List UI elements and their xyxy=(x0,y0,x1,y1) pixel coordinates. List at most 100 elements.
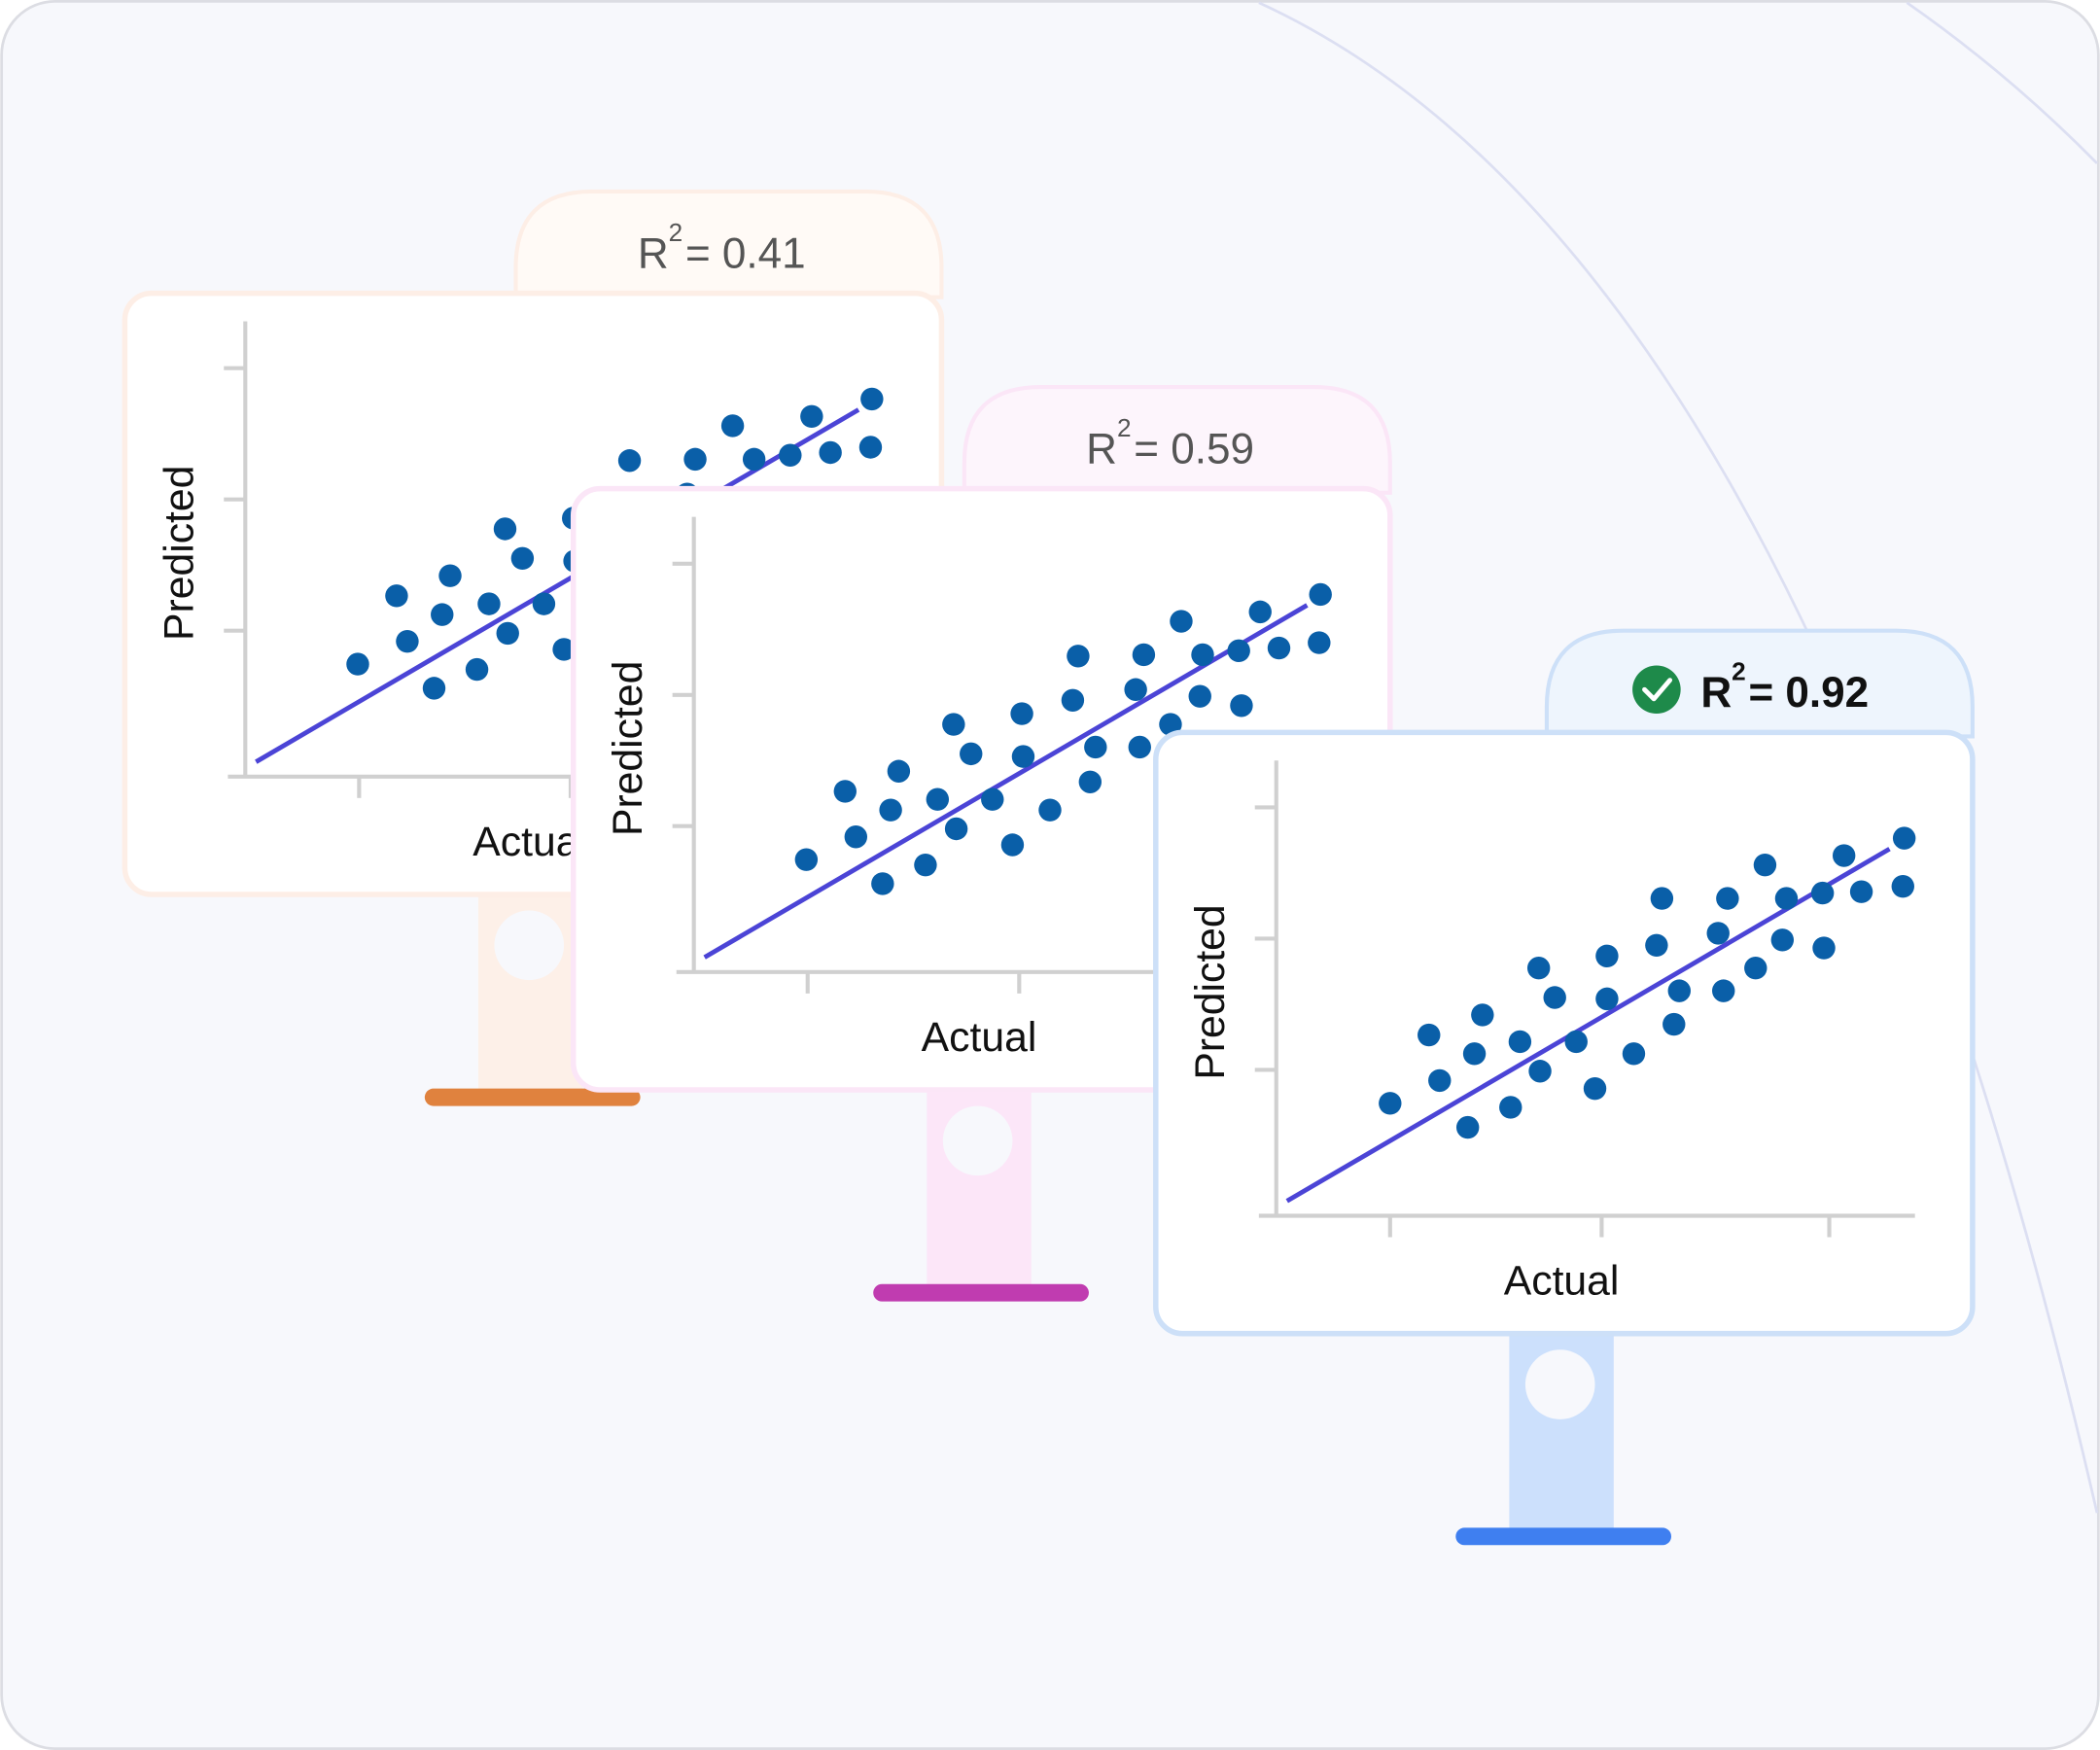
scatter-dot xyxy=(1564,1030,1588,1054)
r-exponent: 2 xyxy=(1117,413,1132,442)
scatter-dot xyxy=(1159,713,1182,736)
scatter-dot xyxy=(1078,770,1102,793)
scatter-dot xyxy=(1010,702,1033,725)
scatter-dot xyxy=(1462,1042,1487,1066)
scatter-dot xyxy=(1774,887,1799,910)
r-label: R xyxy=(1086,426,1117,473)
r-label: R xyxy=(638,229,669,277)
scatter-dot xyxy=(1471,1003,1494,1027)
scatter-dot xyxy=(858,436,883,459)
scatter-dot xyxy=(742,447,766,472)
scatter-dot xyxy=(1645,933,1668,958)
scatter-dot xyxy=(1508,1030,1532,1054)
scatter-dot xyxy=(1622,1042,1646,1066)
scatter-dot xyxy=(683,447,707,472)
scatter-dot xyxy=(431,603,454,626)
check-mark xyxy=(1642,678,1673,702)
stand-base xyxy=(873,1283,1089,1302)
scatter-dot xyxy=(510,546,535,570)
scatter-dot xyxy=(1595,944,1619,968)
r-label: R xyxy=(1700,669,1732,717)
scatter-dot xyxy=(1379,1092,1402,1115)
stand-hole xyxy=(1524,1349,1595,1419)
scatter-dot xyxy=(794,848,819,871)
scatter-dot xyxy=(1770,928,1795,952)
x-axis-label: Actual xyxy=(922,1014,1037,1061)
scatter-dot xyxy=(532,592,556,615)
scatter-dot xyxy=(1230,694,1253,718)
y-axis-label: Predicted xyxy=(157,466,203,641)
scatter-dot xyxy=(1188,684,1211,708)
r-squared: R2= 0.92 xyxy=(1700,657,1869,718)
scatter-dot xyxy=(438,564,462,587)
scatter-dot xyxy=(1849,880,1873,903)
scatter-dot xyxy=(1526,957,1551,980)
scatter-dot xyxy=(385,584,408,608)
y-axis-label: Predicted xyxy=(605,661,651,836)
scatter-dot xyxy=(1499,1096,1522,1119)
r-value: = 0.41 xyxy=(685,229,806,277)
scatter-dot xyxy=(819,440,842,465)
scatter-dot xyxy=(1309,582,1332,607)
scatter-dot xyxy=(871,872,894,895)
scatter-dot xyxy=(1667,979,1691,1002)
decor-arc xyxy=(1258,1,2099,1514)
scatter-dot xyxy=(1650,887,1674,910)
scatter-dot xyxy=(1308,631,1331,654)
card xyxy=(1153,729,1976,1337)
scatter-dot xyxy=(1891,875,1914,898)
scatter-dot xyxy=(1000,833,1025,857)
scatter-dot xyxy=(1418,1023,1441,1047)
scatter-dot xyxy=(617,449,642,472)
chart-card: R2= 0.92 Predicted Actual xyxy=(1153,628,1976,1546)
scatter-dot xyxy=(1528,1060,1552,1083)
score-tab xyxy=(962,384,1392,495)
stand-hole xyxy=(942,1105,1013,1176)
scatter-dot xyxy=(1595,987,1619,1011)
scatter-dot xyxy=(1455,1115,1480,1139)
score-tab xyxy=(513,189,944,299)
scatter-dot xyxy=(1662,1012,1686,1036)
scatter-dot xyxy=(800,404,823,429)
scatter-dot xyxy=(396,629,419,653)
scatter-dot xyxy=(1753,853,1777,877)
y-axis-label: Predicted xyxy=(1187,904,1234,1079)
stand-base xyxy=(424,1088,641,1106)
scatter-dot xyxy=(779,443,802,467)
scatter-dot xyxy=(1706,922,1730,945)
r-value: = 0.92 xyxy=(1748,669,1869,717)
scatter-dot xyxy=(833,780,857,803)
scatter-dot xyxy=(1583,1076,1607,1101)
scatter-dot xyxy=(1716,887,1739,910)
scatter-dot xyxy=(422,677,446,700)
x-axis-label: Actual xyxy=(472,819,588,865)
scatter-dot xyxy=(346,652,369,676)
scatter-dot xyxy=(1832,844,1856,867)
scatter-dot xyxy=(887,759,911,783)
scatter-dot xyxy=(1543,986,1566,1009)
scatter-dot xyxy=(942,713,965,736)
x-axis-label: Actual xyxy=(1504,1258,1620,1305)
scatter-dot xyxy=(1128,735,1151,759)
scatter-dot xyxy=(879,798,902,822)
scatter-dot xyxy=(1124,678,1147,701)
stand-hole xyxy=(494,910,565,981)
scatter-dot xyxy=(1067,645,1090,668)
scatter-dot xyxy=(1892,826,1916,850)
stand-base xyxy=(1455,1527,1672,1546)
scatter-dot xyxy=(1061,688,1085,712)
scatter-dot xyxy=(1170,610,1193,633)
decor-arc xyxy=(1906,1,2098,164)
r-exponent: 2 xyxy=(1732,657,1746,686)
scatter-dot xyxy=(844,825,868,849)
scatter-dot xyxy=(1248,600,1272,624)
scatter-dot xyxy=(720,414,745,438)
scatter-dot xyxy=(981,788,1004,811)
scatter-dot xyxy=(465,657,489,682)
scatter-dot xyxy=(926,788,950,811)
check-icon xyxy=(1632,665,1681,715)
scatter-dot xyxy=(493,517,517,541)
scatter-dot xyxy=(914,853,937,877)
scatter-dot xyxy=(1191,643,1214,667)
